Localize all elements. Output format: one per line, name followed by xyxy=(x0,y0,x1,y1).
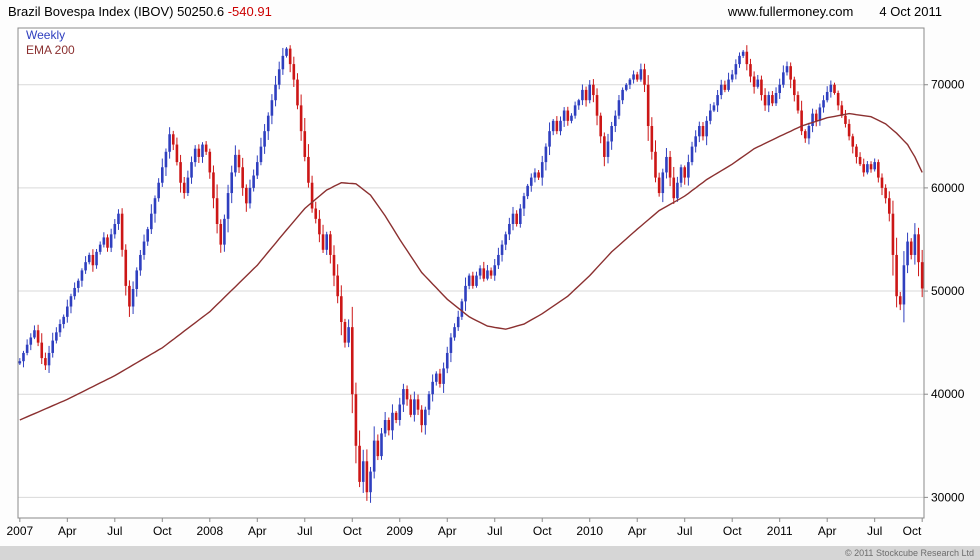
candlestick-series xyxy=(18,45,924,503)
header-right: www.fullermoney.com 4 Oct 2011 xyxy=(728,4,980,19)
x-axis-label: 2010 xyxy=(576,524,603,538)
chart-header: Brazil Bovespa Index (IBOV) 50250.6 -540… xyxy=(0,0,980,22)
x-axis-label: Jul xyxy=(487,524,502,538)
chart-legend: Weekly EMA 200 xyxy=(26,28,75,58)
x-axis-label: Jul xyxy=(867,524,882,538)
x-axis-label: Jul xyxy=(297,524,312,538)
x-axis-label: Jul xyxy=(677,524,692,538)
x-axis-label: 2008 xyxy=(196,524,223,538)
x-axis-label: Jul xyxy=(107,524,122,538)
x-axis-label: Apr xyxy=(58,524,77,538)
gridlines xyxy=(18,84,928,498)
y-axis-label: 40000 xyxy=(931,387,965,401)
x-axis-label: Apr xyxy=(628,524,647,538)
copyright-text: © 2011 Stockcube Research Ltd xyxy=(844,548,974,558)
website-label: www.fullermoney.com xyxy=(727,3,854,19)
legend-weekly: Weekly xyxy=(26,28,66,42)
legend-ema-200: EMA 200 xyxy=(26,43,75,57)
x-axis-label: 2011 xyxy=(767,524,793,538)
x-axis-label: Oct xyxy=(153,524,172,538)
y-axis-label: 60000 xyxy=(931,181,965,195)
footer-bar: © 2011 Stockcube Research Ltd xyxy=(0,546,980,560)
ema-200-line xyxy=(19,112,923,421)
y-axis-label: 50000 xyxy=(931,284,965,298)
x-axis: 2007 Apr Jul Oct 2008 Apr Jul Oct 2009 Apr Jul Oct 2… xyxy=(6,518,923,538)
date-label: 4 Oct 2011 xyxy=(879,3,942,19)
x-axis-label: Apr xyxy=(438,524,457,538)
plot-border xyxy=(17,27,925,519)
x-axis-label: Oct xyxy=(533,524,552,538)
y-axis-label: 30000 xyxy=(931,490,965,504)
x-axis-label: Apr xyxy=(248,524,267,538)
x-axis-label: Oct xyxy=(343,524,362,538)
price-change: -540.91 xyxy=(227,3,272,19)
chart-title: Brazil Bovespa Index (IBOV) xyxy=(8,3,174,19)
plot-background xyxy=(18,28,924,518)
chart-title-block: Brazil Bovespa Index (IBOV) 50250.6 -540… xyxy=(0,4,272,19)
x-axis-label: Apr xyxy=(818,524,837,538)
x-axis-label: Oct xyxy=(723,524,742,538)
x-axis-label: 2007 xyxy=(6,524,33,538)
last-price: 50250.6 xyxy=(177,3,225,19)
y-axis-label: 70000 xyxy=(931,78,965,92)
x-axis-label: 2009 xyxy=(386,524,413,538)
x-axis-label: Oct xyxy=(903,524,922,538)
